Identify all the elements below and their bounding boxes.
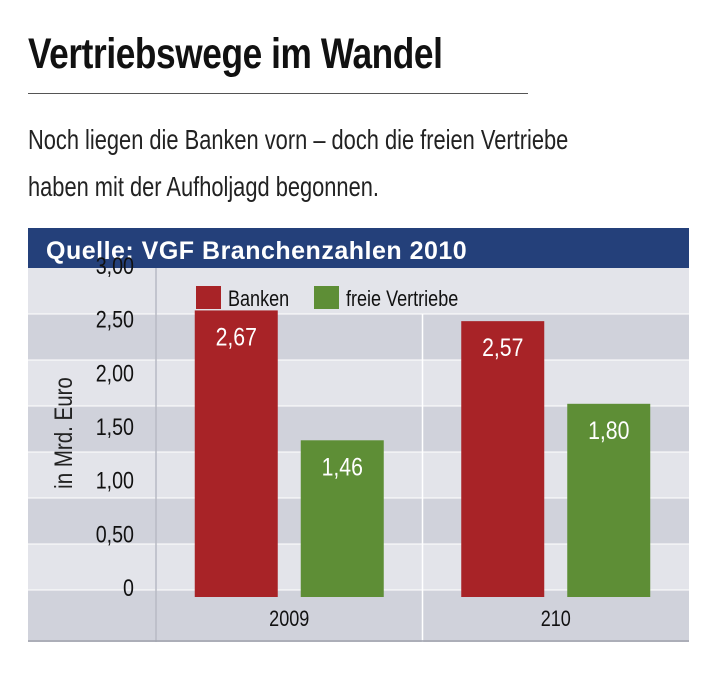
bar	[567, 403, 651, 597]
y-tick-label: 3,00	[96, 252, 134, 279]
bar	[194, 310, 278, 597]
bar-value-label: 1,46	[322, 453, 363, 481]
chart-title: Vertriebswege im Wandel	[28, 30, 443, 78]
bar-value-label: 2,57	[482, 334, 523, 362]
y-tick-label: 0,50	[96, 520, 134, 547]
y-tick-label: 1,50	[96, 413, 134, 440]
y-tick-label: 2,50	[96, 306, 134, 333]
bar-value-label: 2,67	[216, 323, 257, 351]
legend-label: freie Vertriebe	[346, 287, 458, 311]
x-tick-label: 2009	[269, 607, 309, 631]
grid-band	[28, 314, 689, 360]
legend-swatch	[196, 286, 221, 309]
bar-value-label: 1,80	[588, 416, 629, 444]
source-label: Quelle: VGF Branchenzahlen 2010	[46, 237, 467, 265]
grid-band	[28, 268, 689, 314]
bar	[300, 440, 384, 597]
grid-band	[28, 590, 689, 642]
source-band	[28, 228, 689, 268]
y-axis-label: in Mrd. Euro	[49, 377, 77, 489]
y-tick-label: 1,00	[96, 467, 134, 494]
grid-band	[28, 360, 689, 406]
chart-subtitle: Noch liegen die Banken vorn – doch die f…	[28, 116, 568, 210]
x-tick-label: 210	[541, 607, 571, 631]
bar	[461, 321, 545, 597]
subtitle-line: Noch liegen die Banken vorn – doch die f…	[28, 124, 569, 155]
y-tick-label: 0	[123, 574, 134, 601]
legend-label: Banken	[228, 287, 289, 311]
legend-swatch	[314, 286, 339, 309]
bar-chart: Quelle: VGF Branchenzahlen 2010 3,00 2,50 2…	[28, 228, 689, 642]
subtitle-line: haben mit der Aufholjagd begonnen.	[28, 171, 379, 202]
y-tick-label: 2,00	[96, 359, 134, 386]
title-divider	[28, 93, 528, 94]
